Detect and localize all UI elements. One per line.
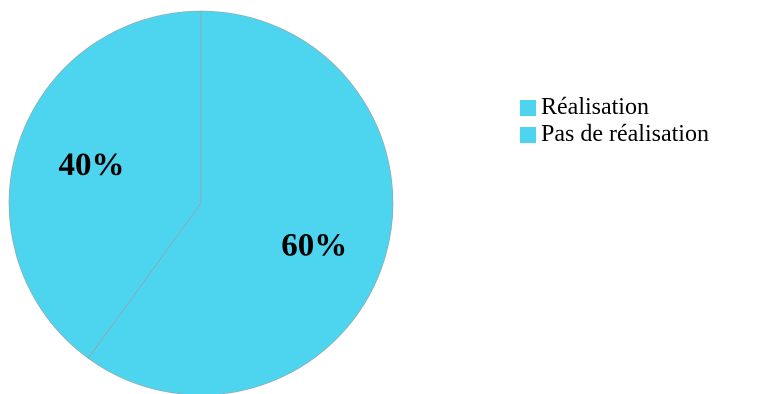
legend: Réalisation Pas de réalisation — [520, 94, 709, 148]
data-label-0: 60% — [281, 227, 347, 263]
legend-swatch-pas-de-realisation — [520, 126, 536, 143]
pie-slice-1 — [8, 10, 202, 359]
legend-label-realisation: Réalisation — [541, 94, 649, 120]
legend-item-realisation: Réalisation — [520, 94, 709, 121]
pie-slice-0 — [87, 10, 394, 394]
data-label-1: 40% — [58, 147, 124, 183]
legend-swatch-realisation — [520, 99, 536, 116]
legend-item-pas-de-realisation: Pas de réalisation — [520, 121, 709, 148]
legend-label-pas-de-realisation: Pas de réalisation — [541, 121, 709, 147]
